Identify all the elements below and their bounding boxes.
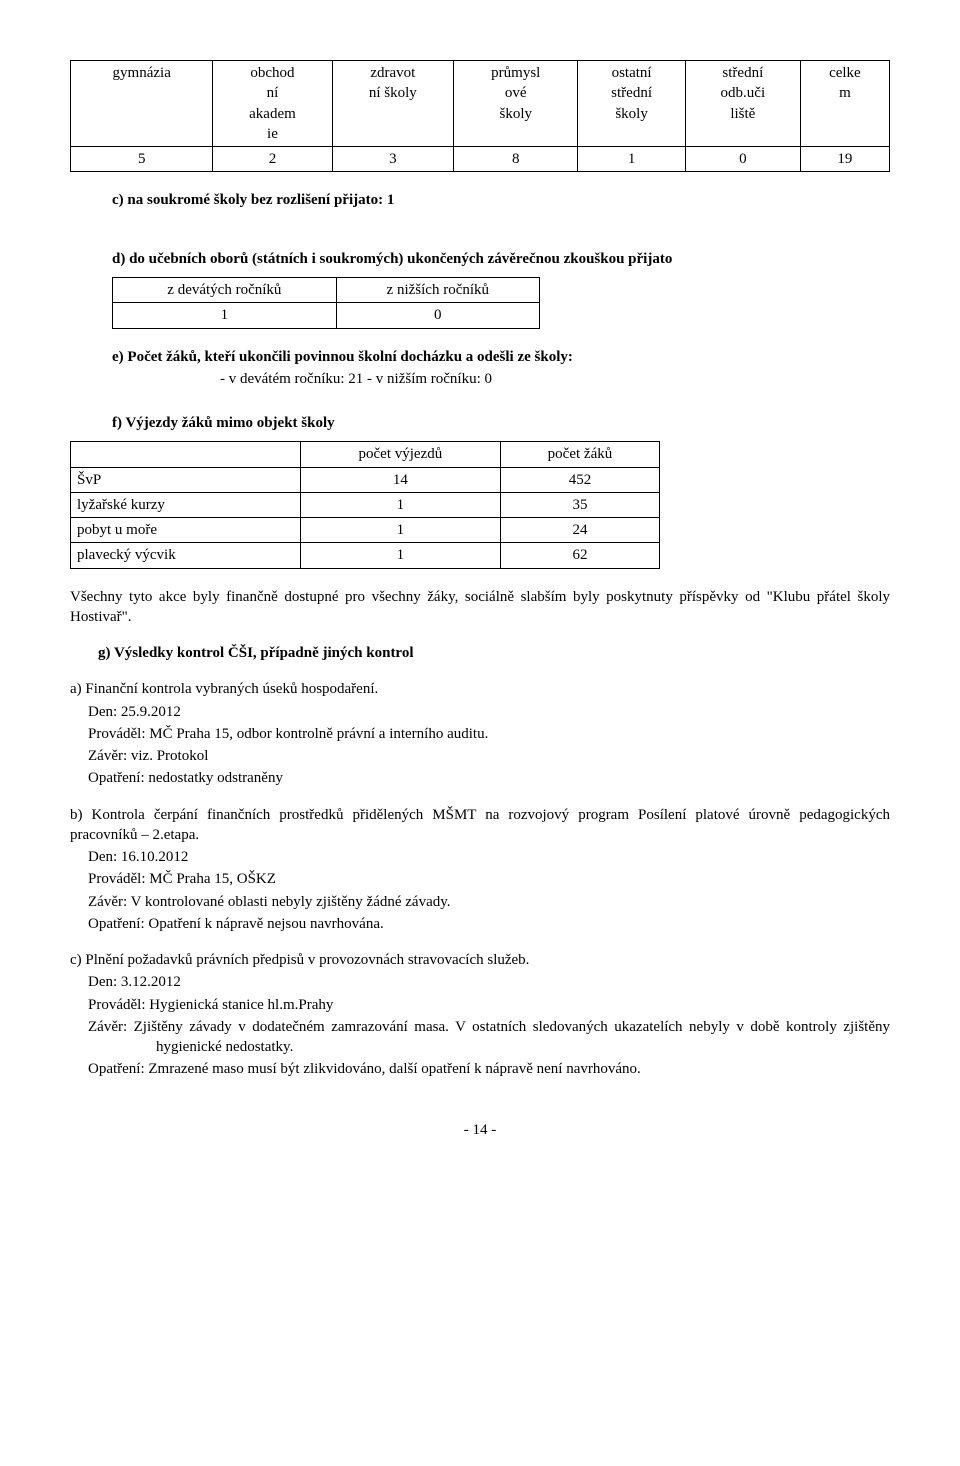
section-e-label: e) Počet žáků, kteří ukončili povinnou š… (70, 349, 573, 365)
t3-r3-l: plavecký výcvik (71, 543, 301, 568)
t1-v4: 1 (578, 147, 685, 172)
t1-h5: středníodb.učiliště (685, 61, 800, 147)
t1-h2: zdravotní školy (332, 61, 454, 147)
t1-h4: ostatnístředníškoly (578, 61, 685, 147)
t1-h6: celkem (800, 61, 889, 147)
section-d-label: d) do učebních oborů (státních i soukrom… (112, 249, 890, 269)
table-grades: z devátých ročníků z nižších ročníků 1 0 (112, 277, 540, 329)
gc-l4: Závěr: Zjištěny závady v dodatečném zamr… (88, 1017, 890, 1058)
t3-r0-l: ŠvP (71, 467, 301, 492)
t3-r3-c2: 62 (500, 543, 660, 568)
t1-v1: 2 (213, 147, 332, 172)
group-a: a) Finanční kontrola vybraných úseků hos… (70, 679, 890, 788)
table-trips: počet výjezdů počet žáků ŠvP 14 452 lyža… (70, 441, 660, 568)
t1-h0: gymnázia (71, 61, 213, 147)
t2-h1: z devátých ročníků (113, 278, 337, 303)
t3-h2: počet žáků (500, 442, 660, 467)
section-g-label: g) Výsledky kontrol ČŠI, případně jiných… (70, 643, 890, 663)
t2-v1: 1 (113, 303, 337, 328)
ga-l1: a) Finanční kontrola vybraných úseků hos… (70, 679, 890, 699)
t3-r0-c1: 14 (301, 467, 500, 492)
t3-r3-c1: 1 (301, 543, 500, 568)
t1-v3: 8 (454, 147, 578, 172)
para-trips-note: Všechny tyto akce byly finančně dostupné… (70, 587, 890, 628)
gb-l1: b) Kontrola čerpání finančních prostředk… (70, 805, 890, 846)
t1-v5: 0 (685, 147, 800, 172)
gc-l1: c) Plnění požadavků právních předpisů v … (70, 950, 890, 970)
t1-h3: průmyslovéškoly (454, 61, 578, 147)
t2-v2: 0 (336, 303, 539, 328)
table-school-types: gymnázia obchodníakademie zdravotní škol… (70, 60, 890, 172)
section-f-label: f) Výjezdy žáků mimo objekt školy (112, 413, 890, 433)
group-c: c) Plnění požadavků právních předpisů v … (70, 950, 890, 1080)
t3-r1-c2: 35 (500, 492, 660, 517)
ga-l5: Opatření: nedostatky odstraněny (70, 768, 890, 788)
gb-l4: Závěr: V kontrolované oblasti nebyly zji… (70, 892, 890, 912)
t3-r1-l: lyžařské kurzy (71, 492, 301, 517)
t1-v6: 19 (800, 147, 889, 172)
gb-l3: Prováděl: MČ Praha 15, OŠKZ (70, 869, 890, 889)
ga-l2: Den: 25.9.2012 (70, 702, 890, 722)
gc-l2: Den: 3.12.2012 (70, 972, 890, 992)
t3-r2-l: pobyt u moře (71, 518, 301, 543)
t1-h1: obchodníakademie (213, 61, 332, 147)
gc-l5: Opatření: Zmrazené maso musí být zlikvid… (88, 1059, 890, 1079)
gb-l5: Opatření: Opatření k nápravě nejsou navr… (70, 914, 890, 934)
group-b: b) Kontrola čerpání finančních prostředk… (70, 805, 890, 935)
t1-v2: 3 (332, 147, 454, 172)
ga-l3: Prováděl: MČ Praha 15, odbor kontrolně p… (70, 724, 890, 744)
page-number: - 14 - (70, 1120, 890, 1140)
t3-blank (71, 442, 301, 467)
t3-r2-c2: 24 (500, 518, 660, 543)
ga-l4: Závěr: viz. Protokol (70, 746, 890, 766)
gc-l3: Prováděl: Hygienická stanice hl.m.Prahy (70, 995, 890, 1015)
t2-h2: z nižších ročníků (336, 278, 539, 303)
t3-r1-c1: 1 (301, 492, 500, 517)
t1-v0: 5 (71, 147, 213, 172)
section-c-label: c) na soukromé školy bez rozlišení přija… (112, 190, 890, 210)
t3-h1: počet výjezdů (301, 442, 500, 467)
t3-r0-c2: 452 (500, 467, 660, 492)
t3-r2-c1: 1 (301, 518, 500, 543)
section-e-sub: - v devátém ročníku: 21 - v nižším roční… (70, 369, 890, 389)
gb-l2: Den: 16.10.2012 (70, 847, 890, 867)
